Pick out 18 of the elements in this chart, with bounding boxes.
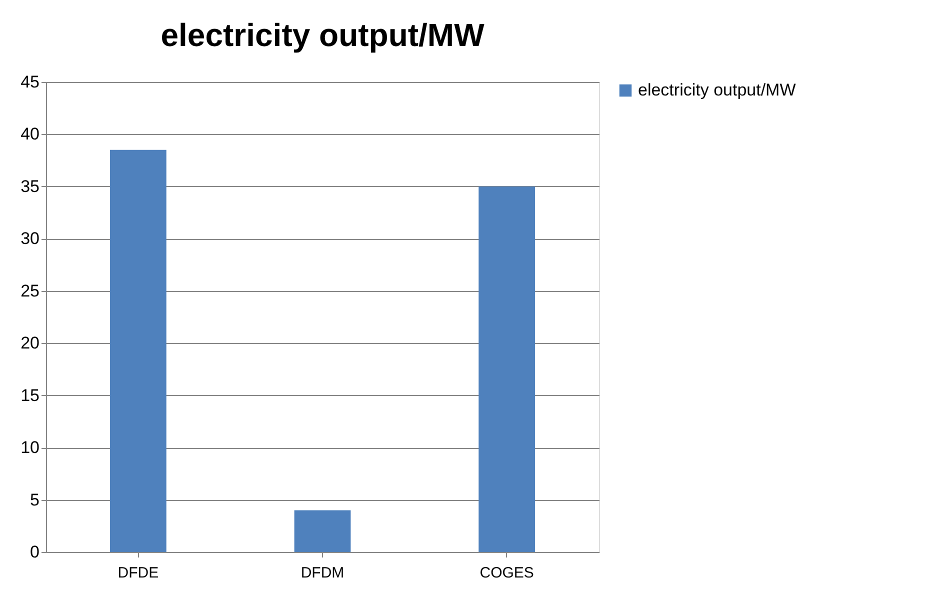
y-tick-label: 15 xyxy=(20,386,40,405)
bar xyxy=(110,150,166,552)
x-tick-label: COGES xyxy=(480,564,534,582)
y-tick-label: 45 xyxy=(20,72,40,92)
chart-title: electricity output/MW xyxy=(160,17,486,53)
y-tick-label: 35 xyxy=(20,176,40,196)
y-tick-label: 25 xyxy=(20,281,40,300)
bar xyxy=(294,510,351,552)
bar xyxy=(478,186,536,552)
x-tick-label: DFDM xyxy=(300,564,344,582)
y-tick-label: 40 xyxy=(20,124,40,144)
y-tick-label: 5 xyxy=(30,490,40,510)
y-tick-label: 30 xyxy=(20,229,40,248)
y-tick-label: 20 xyxy=(20,334,40,353)
y-tick-label: 10 xyxy=(20,438,40,458)
y-tick-label: 0 xyxy=(30,542,40,562)
legend-label: electricity output/MW xyxy=(638,80,796,100)
x-tick-label: DFDE xyxy=(118,564,159,582)
